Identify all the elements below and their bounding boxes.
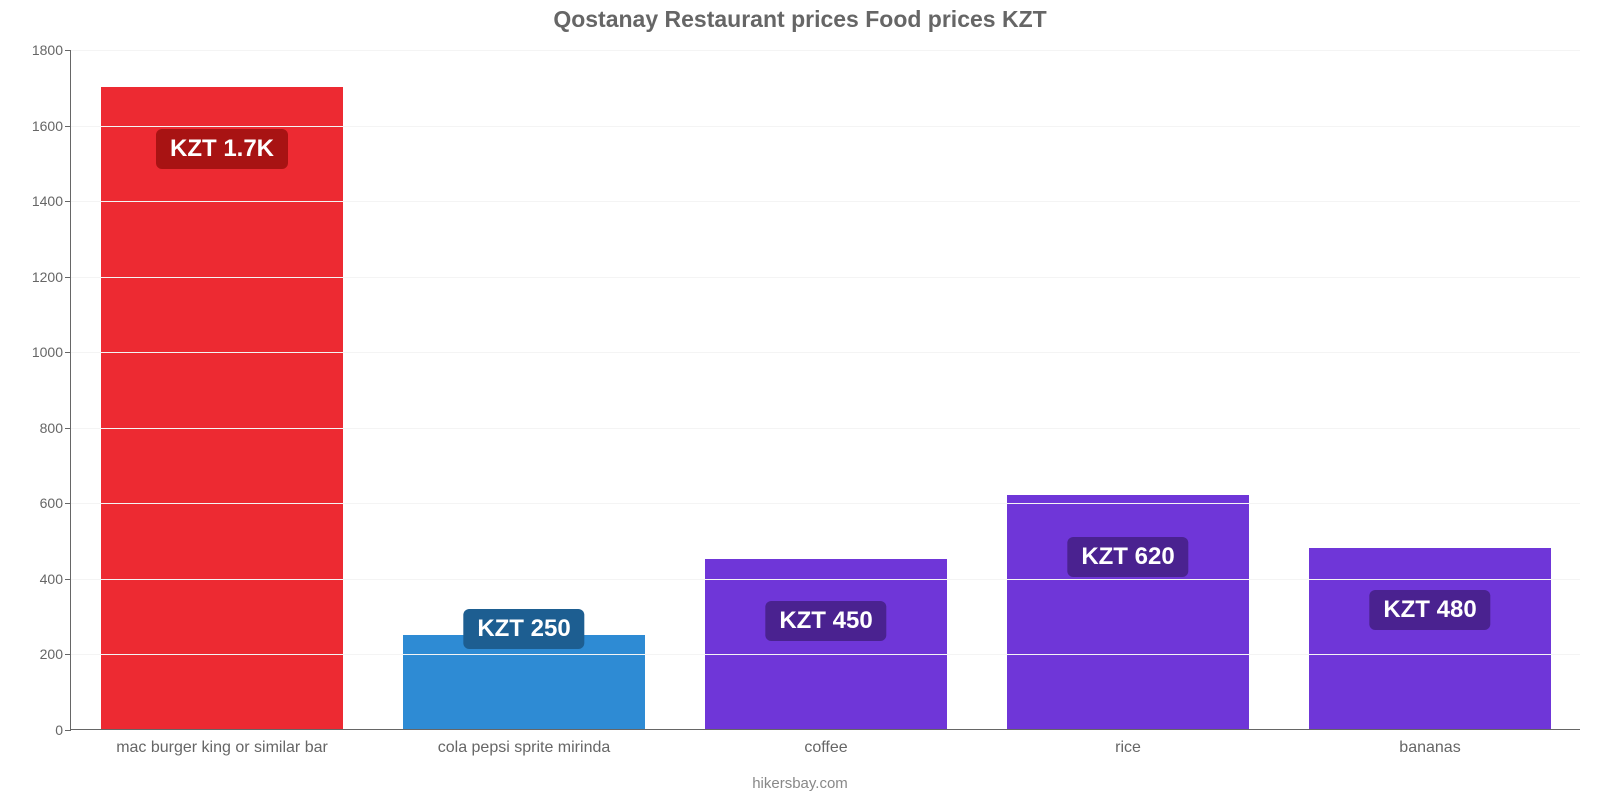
bar <box>705 559 947 729</box>
gridline <box>71 201 1580 202</box>
ytick-mark <box>65 579 71 580</box>
gridline <box>71 428 1580 429</box>
gridline <box>71 126 1580 127</box>
value-badge: KZT 480 <box>1369 590 1490 630</box>
value-badge: KZT 620 <box>1067 537 1188 577</box>
bar-slot: mac burger king or similar barKZT 1.7K <box>71 50 373 729</box>
gridline <box>71 352 1580 353</box>
ytick-mark <box>65 126 71 127</box>
bar <box>101 87 343 729</box>
value-badge: KZT 250 <box>463 609 584 649</box>
ytick-label: 600 <box>40 495 63 511</box>
ytick-label: 1400 <box>32 193 63 209</box>
xtick-label: bananas <box>1399 739 1460 757</box>
value-badge: KZT 450 <box>765 601 886 641</box>
ytick-label: 1200 <box>32 269 63 285</box>
bar-slot: coffeeKZT 450 <box>675 50 977 729</box>
chart-title: Qostanay Restaurant prices Food prices K… <box>0 6 1600 33</box>
gridline <box>71 579 1580 580</box>
ytick-label: 1000 <box>32 344 63 360</box>
chart-container: Qostanay Restaurant prices Food prices K… <box>0 0 1600 800</box>
ytick-mark <box>65 654 71 655</box>
plot-area: mac burger king or similar barKZT 1.7Kco… <box>70 50 1580 730</box>
ytick-mark <box>65 352 71 353</box>
ytick-mark <box>65 503 71 504</box>
gridline <box>71 50 1580 51</box>
gridline <box>71 277 1580 278</box>
bar-slot: bananasKZT 480 <box>1279 50 1581 729</box>
ytick-mark <box>65 50 71 51</box>
credit-text: hikersbay.com <box>0 775 1600 792</box>
ytick-label: 1800 <box>32 42 63 58</box>
ytick-label: 400 <box>40 571 63 587</box>
xtick-label: coffee <box>804 739 847 757</box>
gridline <box>71 503 1580 504</box>
bar <box>1007 495 1249 729</box>
ytick-label: 800 <box>40 420 63 436</box>
value-badge: KZT 1.7K <box>156 129 288 169</box>
bar-slot: riceKZT 620 <box>977 50 1279 729</box>
ytick-mark <box>65 277 71 278</box>
xtick-label: cola pepsi sprite mirinda <box>438 739 611 757</box>
gridline <box>71 654 1580 655</box>
bar <box>1309 548 1551 729</box>
ytick-mark <box>65 201 71 202</box>
ytick-mark <box>65 730 71 731</box>
ytick-label: 200 <box>40 646 63 662</box>
xtick-label: mac burger king or similar bar <box>116 739 328 757</box>
ytick-mark <box>65 428 71 429</box>
ytick-label: 1600 <box>32 118 63 134</box>
bar-slot: cola pepsi sprite mirindaKZT 250 <box>373 50 675 729</box>
xtick-label: rice <box>1115 739 1141 757</box>
bars-layer: mac burger king or similar barKZT 1.7Kco… <box>71 50 1580 729</box>
ytick-label: 0 <box>55 722 63 738</box>
